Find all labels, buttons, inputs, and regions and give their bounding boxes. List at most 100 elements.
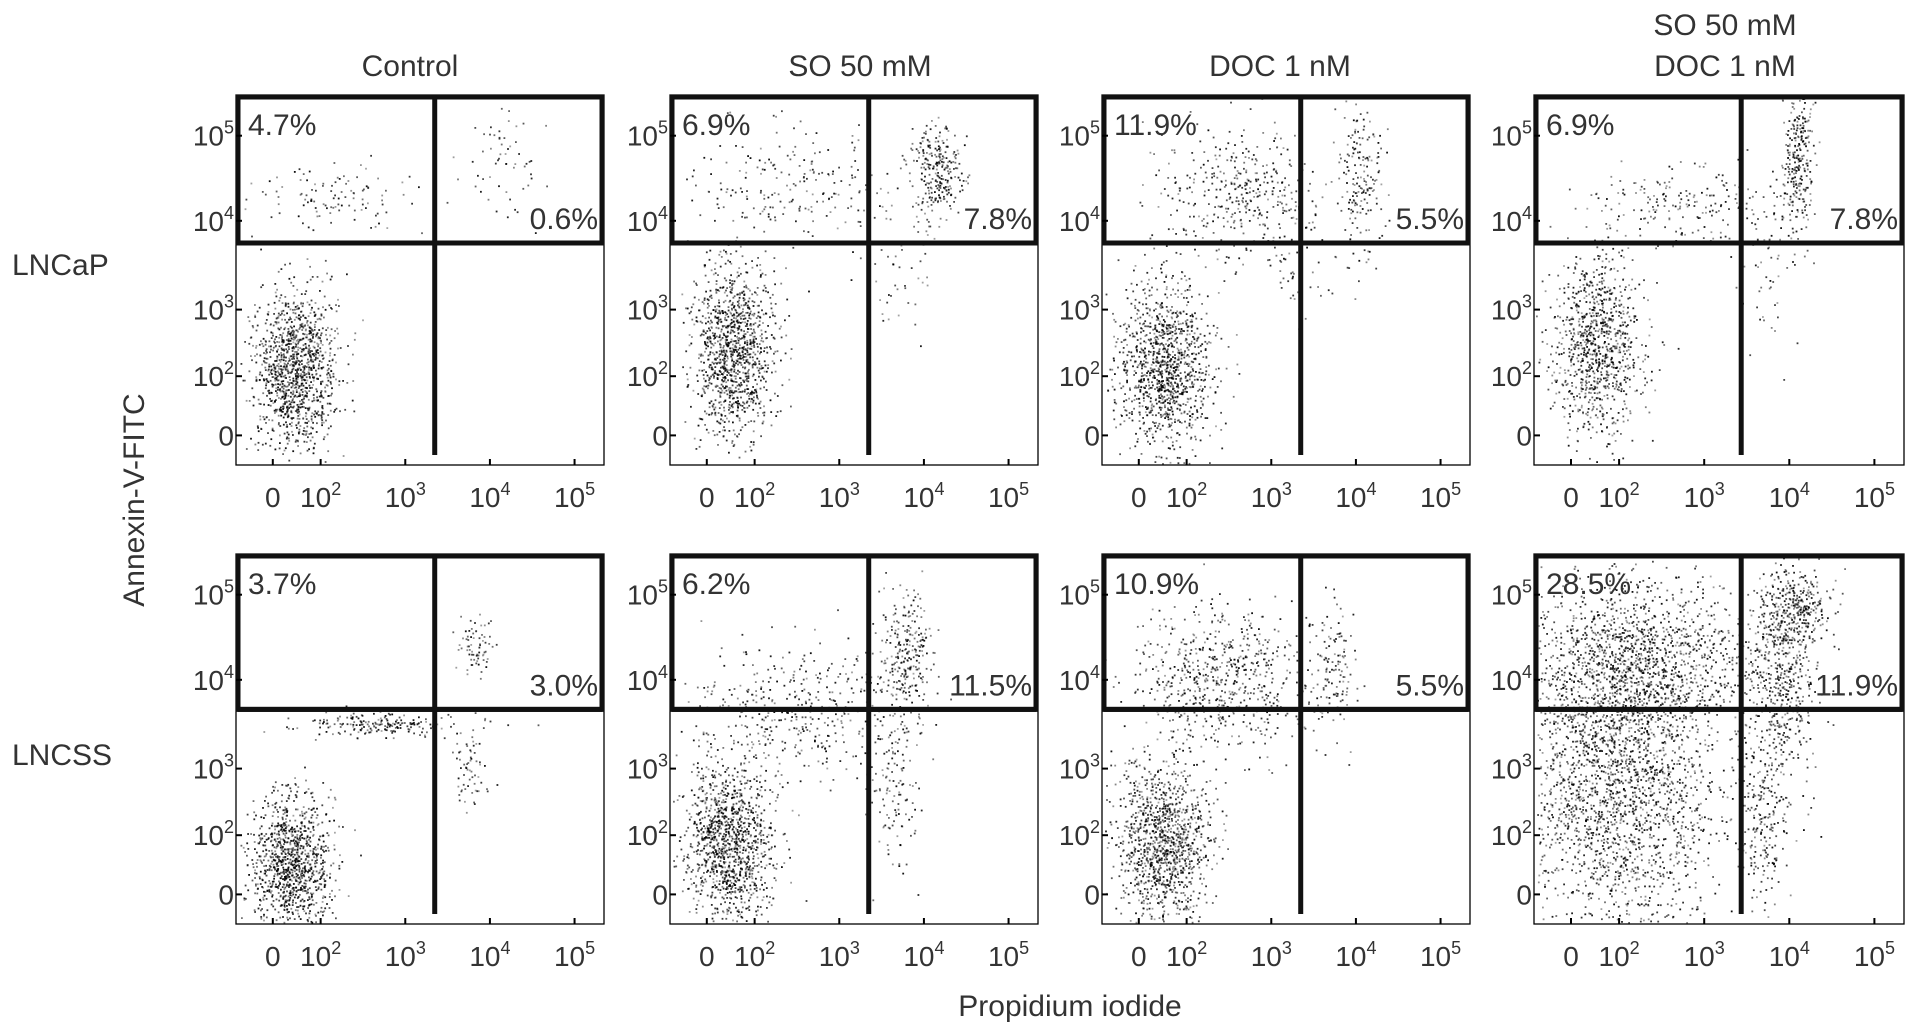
cell-event [718, 305, 721, 308]
panel-lncap-4: 6.9%7.8% [1533, 94, 1905, 466]
cell-event [310, 356, 312, 359]
cell-event [301, 371, 304, 373]
cell-event [743, 330, 745, 333]
cell-event [771, 360, 774, 363]
cell-event [953, 151, 956, 153]
cell-event [1268, 259, 1271, 261]
cell-event [741, 146, 744, 148]
cell-event [302, 398, 304, 401]
cell-event [887, 191, 890, 194]
cell-event [743, 286, 746, 288]
cell-event [738, 325, 741, 328]
cell-event [254, 314, 256, 317]
cell-event [1368, 136, 1371, 139]
cell-event [303, 366, 306, 369]
cell-event [1194, 455, 1197, 457]
cell-event [1380, 208, 1383, 211]
cell-event [1149, 351, 1152, 353]
cell-event [759, 191, 762, 194]
cell-event [739, 356, 741, 359]
cell-event [268, 419, 270, 421]
cell-event [1214, 391, 1217, 393]
cell-event [1234, 273, 1237, 275]
cell-event [251, 235, 253, 238]
cell-event [946, 146, 949, 148]
cell-event [750, 390, 753, 393]
cell-event [718, 373, 721, 376]
cell-event [507, 120, 510, 122]
cell-event [304, 430, 307, 433]
cell-event [735, 381, 738, 383]
cell-event [744, 342, 746, 345]
cell-event [327, 414, 330, 416]
cell-event [1239, 219, 1242, 222]
cell-event [1167, 330, 1170, 332]
cell-event [1367, 250, 1370, 253]
cell-event [1192, 336, 1194, 338]
cell-event [1375, 179, 1378, 181]
cell-event [1286, 148, 1289, 151]
cell-event [703, 390, 706, 393]
cell-event [278, 212, 281, 215]
cell-event [703, 369, 706, 371]
cell-event [283, 384, 286, 387]
cell-event [1353, 148, 1356, 151]
cell-event [1132, 365, 1134, 368]
cell-event [705, 251, 708, 254]
cell-event [1230, 155, 1233, 158]
cell-event [705, 412, 708, 415]
cell-event [297, 307, 300, 309]
cell-event [693, 437, 696, 440]
cell-event [743, 335, 746, 338]
cell-event [715, 291, 718, 294]
cell-event [1207, 189, 1210, 191]
cell-event [1134, 360, 1137, 363]
cell-event [743, 335, 745, 338]
cell-event [1377, 156, 1380, 158]
cell-event [1180, 277, 1183, 280]
cell-event [879, 205, 881, 207]
cell-event [711, 351, 714, 354]
cell-event [952, 152, 955, 155]
cell-event [304, 324, 307, 326]
cell-event [1363, 180, 1366, 182]
cell-event [710, 413, 713, 416]
cell-event [1294, 134, 1296, 137]
cell-event [313, 329, 316, 331]
cell-event [1194, 357, 1197, 360]
cell-event [778, 327, 781, 330]
cell-event [696, 374, 699, 377]
cell-event [328, 343, 331, 346]
cell-event [1604, 365, 1606, 367]
cell-event [1373, 135, 1376, 138]
cell-event [264, 339, 267, 342]
cell-event [885, 217, 888, 220]
cell-event [1271, 193, 1274, 196]
cell-event [311, 358, 314, 361]
cell-event [293, 401, 296, 404]
cell-event [1169, 359, 1172, 362]
cell-event [836, 227, 839, 230]
cell-event [1290, 208, 1292, 211]
cell-event [760, 339, 763, 342]
cell-event [277, 363, 280, 365]
cell-event [723, 426, 725, 428]
cell-event [889, 218, 892, 221]
cell-event [306, 395, 308, 398]
cell-event [293, 301, 295, 304]
cell-event [744, 450, 747, 453]
cell-event [749, 317, 752, 320]
cell-event [854, 176, 857, 179]
cell-event [1172, 228, 1174, 230]
cell-event [712, 406, 714, 409]
cell-event [731, 365, 734, 367]
cell-event [1211, 378, 1214, 380]
cell-event [729, 347, 732, 350]
cell-event [1147, 353, 1150, 356]
cell-event [1160, 402, 1162, 404]
cell-event [943, 168, 946, 171]
cell-event [786, 154, 789, 157]
cell-event [770, 307, 773, 310]
cell-event [1169, 409, 1172, 411]
cell-event [790, 357, 792, 360]
